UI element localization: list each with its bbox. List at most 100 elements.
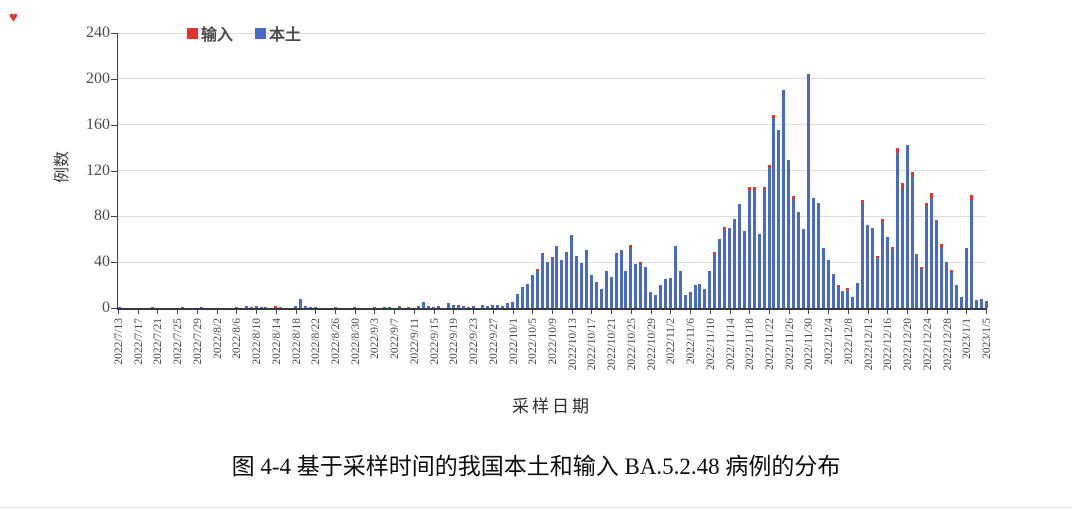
x-tick-label: 2022/10/9: [547, 318, 559, 365]
bar: [585, 33, 589, 308]
x-tick-label: 2022/11/6: [685, 318, 698, 365]
bar: [757, 33, 761, 308]
bar-segment-local: [723, 230, 727, 308]
y-tick-label: 160: [86, 115, 110, 133]
bar-segment-local: [880, 222, 884, 308]
bar: [446, 33, 450, 308]
bar: [905, 33, 909, 308]
bar: [249, 33, 253, 308]
bar-segment-local: [644, 267, 648, 308]
bar-segment-local: [979, 299, 983, 308]
bar-segment-imported: [920, 267, 924, 269]
bar: [723, 33, 727, 308]
x-tick-label: 2022/8/14: [270, 318, 283, 365]
bar: [772, 33, 776, 308]
bar-segment-local: [876, 258, 879, 308]
bar-segment-imported: [846, 288, 850, 290]
y-tick-label: 80: [94, 207, 110, 225]
bar: [663, 33, 667, 308]
y-tick-label: 240: [86, 24, 110, 41]
x-tick-label: 2022/8/22: [310, 318, 323, 365]
x-tick-mark: [177, 310, 179, 314]
x-tick-label: 2022/7/29: [191, 318, 204, 365]
bar-segment-imported: [747, 187, 751, 190]
x-tick-mark: [532, 310, 534, 314]
bar: [777, 33, 781, 308]
bar: [118, 33, 121, 308]
bar-segment-local: [757, 234, 761, 308]
bar-segment-local: [333, 307, 337, 308]
bar-segment-local: [481, 305, 485, 308]
bar-segment-imported: [723, 227, 727, 230]
bar-segment-local: [417, 306, 421, 308]
bar-segment-local: [703, 289, 707, 308]
bar: [466, 33, 470, 308]
bar-segment-local: [575, 256, 579, 308]
bar-segment-local: [945, 262, 949, 308]
bar-segment-local: [954, 285, 958, 308]
bar-segment-local: [708, 271, 712, 308]
x-tick-label: 2022/9/3: [369, 318, 382, 359]
x-tick-mark: [354, 310, 356, 314]
bar-segment-imported: [880, 219, 884, 222]
bar-segment-imported: [629, 245, 633, 248]
bar: [856, 33, 860, 308]
bar-segment-local: [471, 306, 475, 308]
x-tick-mark: [808, 310, 810, 314]
bar-segment-local: [683, 295, 687, 308]
x-tick-label: 2022/9/11: [408, 318, 421, 365]
bar-segment-local: [422, 302, 426, 308]
bar-segment-local: [496, 305, 500, 308]
bar: [954, 33, 958, 308]
bar: [984, 33, 988, 308]
x-tick-label: 2022/10/5: [527, 318, 540, 365]
x-tick-mark: [335, 310, 336, 314]
bar-segment-local: [821, 248, 825, 308]
bar-segment-imported: [910, 172, 914, 177]
x-tick-mark: [966, 310, 968, 314]
bar: [895, 33, 899, 308]
y-tick-mark: [111, 78, 117, 80]
x-tick-label: 2022/11/22: [764, 318, 776, 370]
x-tick-mark: [473, 310, 475, 314]
bar: [861, 33, 865, 308]
bar: [294, 33, 298, 308]
bar: [540, 33, 544, 308]
legend-item-local: 本土: [255, 21, 301, 45]
bar-segment-local: [520, 287, 524, 308]
bar: [535, 33, 539, 308]
bar-segment-local: [728, 228, 732, 308]
bar-segment-local: [372, 307, 376, 308]
bar-segment-local: [737, 204, 741, 308]
bar-segment-local: [688, 292, 692, 308]
bar-segment-imported: [772, 115, 776, 118]
bar: [678, 33, 682, 308]
bar-segment-local: [540, 253, 544, 308]
gridline: [118, 32, 986, 34]
legend-label-imported: 输入: [201, 27, 234, 44]
bar: [407, 33, 411, 308]
x-tick-mark: [492, 310, 494, 314]
x-tick-label: 2022/8/18: [290, 318, 303, 365]
bar-segment-imported: [767, 165, 771, 168]
bar: [668, 33, 672, 308]
bar: [673, 33, 677, 308]
bar-segment-local: [486, 306, 490, 308]
bar-segment-local: [589, 275, 593, 308]
bar-segment-local: [609, 277, 613, 308]
bar: [708, 33, 712, 308]
x-tick-mark: [374, 310, 376, 314]
bar-segment-local: [634, 264, 638, 308]
bar-segment-local: [811, 198, 815, 308]
bar: [580, 33, 584, 308]
bar-segment-local: [673, 246, 677, 308]
bar: [876, 33, 879, 308]
bar-segment-local: [649, 292, 653, 308]
bar: [935, 33, 939, 308]
bar: [565, 33, 569, 308]
x-tick-label: 2022/12/20: [902, 318, 915, 371]
bar-segment-local: [294, 306, 298, 308]
bar: [609, 33, 613, 308]
bar-segment-local: [151, 307, 155, 308]
bar-segment-local: [718, 239, 722, 308]
